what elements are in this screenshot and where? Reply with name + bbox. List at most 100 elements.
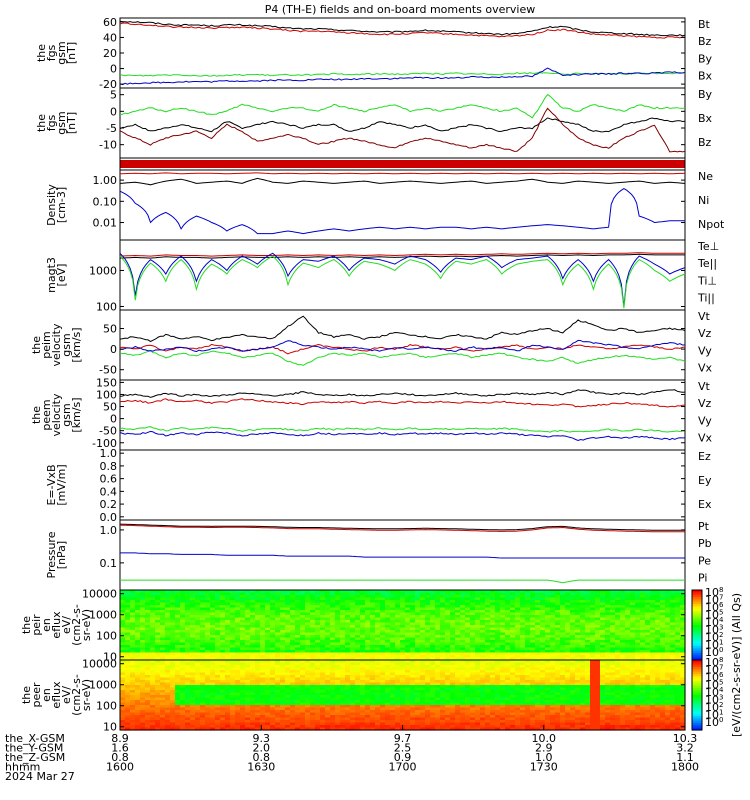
heatmap-cell (440, 612, 446, 616)
heatmap-cell (235, 692, 241, 696)
heatmap-cell (620, 635, 626, 639)
heatmap-cell (355, 632, 361, 636)
heatmap-cell (600, 642, 606, 646)
heatmap-cell (200, 702, 206, 706)
heatmap-cell (440, 625, 446, 629)
heatmap-cell (375, 642, 381, 646)
heatmap-cell (430, 640, 436, 644)
heatmap-cell (240, 682, 246, 686)
heatmap-cell (470, 612, 476, 616)
heatmap-cell (305, 700, 311, 704)
heatmap-cell (370, 612, 376, 616)
heatmap-cell (270, 597, 276, 601)
heatmap-cell (270, 640, 276, 644)
heatmap-cell (360, 707, 366, 711)
heatmap-cell (220, 642, 226, 646)
heatmap-cell (195, 657, 201, 661)
heatmap-cell (580, 612, 586, 616)
heatmap-cell (210, 590, 216, 594)
heatmap-cell (260, 620, 266, 624)
heatmap-cell (605, 605, 611, 609)
heatmap-cell (225, 685, 231, 689)
heatmap-cell (165, 602, 171, 606)
heatmap-cell (135, 697, 141, 701)
heatmap-cell (360, 600, 366, 604)
heatmap-cell (585, 622, 591, 626)
heatmap-cell (395, 655, 401, 659)
heatmap-cell (340, 642, 346, 646)
heatmap-cell (160, 672, 166, 676)
heatmap-cell (310, 702, 316, 706)
heatmap-cell (655, 645, 661, 649)
heatmap-cell (280, 620, 286, 624)
heatmap-cell (350, 707, 356, 711)
heatmap-cell (155, 665, 161, 669)
heatmap-cell (160, 685, 166, 689)
heatmap-cell (140, 615, 146, 619)
heatmap-cell (140, 602, 146, 606)
heatmap-cell (220, 632, 226, 636)
heatmap-cell (320, 605, 326, 609)
heatmap-cell (555, 612, 561, 616)
heatmap-cell (425, 602, 431, 606)
heatmap-cell (150, 595, 156, 599)
heatmap-cell (320, 662, 326, 666)
heatmap-cell (135, 667, 141, 671)
heatmap-cell (280, 610, 286, 614)
heatmap-cell (570, 600, 576, 604)
heatmap-cell (185, 677, 191, 681)
y-tick-label: 150 (96, 376, 117, 389)
heatmap-cell (180, 670, 186, 674)
heatmap-cell (430, 617, 436, 621)
heatmap-cell (200, 610, 206, 614)
heatmap-cell (305, 592, 311, 596)
heatmap-cell (140, 697, 146, 701)
heatmap-cell (585, 632, 591, 636)
heatmap-cell (630, 655, 636, 659)
heatmap-cell (180, 657, 186, 661)
heatmap-cell (300, 682, 306, 686)
heatmap-cell (610, 627, 616, 631)
heatmap-cell (380, 722, 386, 726)
heatmap-cell (155, 707, 161, 711)
heatmap-cell (550, 622, 556, 626)
heatmap-cell (580, 622, 586, 626)
heatmap-cell (445, 602, 451, 606)
heatmap-cell (260, 712, 266, 716)
heatmap-cell (285, 675, 291, 679)
heatmap-cell (315, 630, 321, 634)
heatmap-cell (370, 722, 376, 726)
heatmap-cell (550, 657, 556, 661)
heatmap-cell (240, 622, 246, 626)
heatmap-cell (665, 655, 671, 659)
heatmap-cell (145, 660, 151, 664)
heatmap-cell (555, 650, 561, 654)
heatmap-cell (280, 635, 286, 639)
heatmap-cell (155, 692, 161, 696)
heatmap-cell (190, 612, 196, 616)
heatmap-cell (310, 650, 316, 654)
heatmap-cell (460, 640, 466, 644)
heatmap-cell (255, 685, 261, 689)
heatmap-cell (410, 640, 416, 644)
colorbar-swatch (692, 592, 702, 596)
heatmap-cell (275, 652, 281, 656)
heatmap-cell (310, 707, 316, 711)
heatmap-cell (205, 600, 211, 604)
heatmap-cell (375, 617, 381, 621)
heatmap-cell (390, 615, 396, 619)
heatmap-cell (560, 650, 566, 654)
heatmap-cell (590, 642, 596, 646)
heatmap-cell (535, 615, 541, 619)
heatmap-cell (660, 600, 666, 604)
heatmap-cell (440, 655, 446, 659)
heatmap-cell (415, 612, 421, 616)
heatmap-cell (455, 612, 461, 616)
y-axis-label: E=-VxB (45, 464, 58, 505)
heatmap-cell (310, 632, 316, 636)
heatmap-cell (635, 612, 641, 616)
heatmap-cell (660, 590, 666, 594)
heatmap-cell (645, 642, 651, 646)
heatmap-cell (545, 605, 551, 609)
heatmap-cell (235, 657, 241, 661)
